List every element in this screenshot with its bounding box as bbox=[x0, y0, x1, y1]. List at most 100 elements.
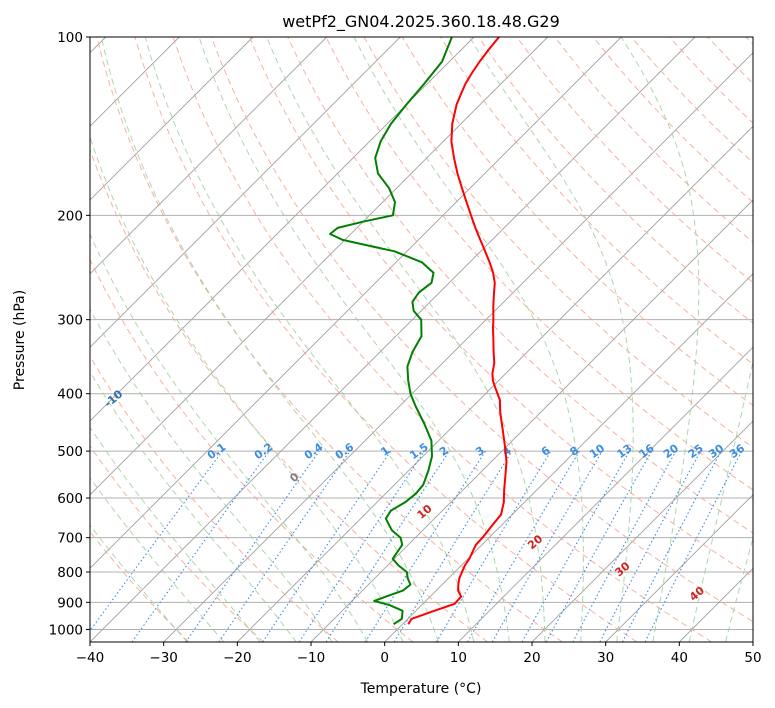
moist-adiabat-line bbox=[90, 426, 261, 642]
dry-adiabat-line bbox=[249, 37, 753, 578]
mixing-ratio-line bbox=[262, 450, 392, 642]
dry-adiabat-line bbox=[439, 37, 753, 365]
dry-adiabat-line bbox=[90, 355, 339, 642]
y-axis-ticks: 100 200 300 400 500 600 700 800 900 1000 bbox=[49, 30, 90, 638]
moist-adiabat-line bbox=[90, 370, 297, 642]
dewpoint-profile-line bbox=[329, 37, 453, 626]
mixing-ratio-line bbox=[325, 450, 450, 642]
isotherm-gridlines bbox=[90, 37, 753, 642]
mixing-ratio-label: 1.5 bbox=[407, 440, 430, 462]
dry-adiabats bbox=[90, 37, 753, 642]
isotherm-line bbox=[90, 37, 254, 201]
mixing-ratio-line bbox=[131, 450, 270, 642]
dry-adiabat-line bbox=[669, 37, 753, 124]
x-axis-label: Temperature (°C) bbox=[360, 681, 482, 697]
mixing-ratio-line bbox=[393, 450, 513, 642]
y-tick-label: 600 bbox=[57, 491, 83, 507]
x-tick-label: 10 bbox=[450, 650, 467, 666]
moist-adiabat-line bbox=[90, 232, 369, 642]
moist-adiabat-line bbox=[90, 524, 188, 642]
moist-adiabat-label: 30 bbox=[612, 559, 632, 579]
isotherm-line bbox=[310, 199, 753, 642]
isotherm-line bbox=[531, 420, 753, 642]
moist-adiabat-line bbox=[725, 536, 753, 642]
sounding-profiles bbox=[329, 37, 508, 626]
moist-adiabats bbox=[90, 37, 753, 642]
dry-adiabat-line bbox=[172, 37, 712, 642]
y-axis-label: Pressure (hPa) bbox=[12, 290, 28, 390]
isotherm-line bbox=[90, 37, 401, 348]
plot-frame bbox=[89, 36, 754, 643]
mixing-ratio-label: 0.6 bbox=[333, 440, 357, 462]
x-tick-label: −30 bbox=[149, 650, 178, 666]
x-tick-label: 20 bbox=[523, 650, 540, 666]
dry-adiabat-line bbox=[90, 445, 264, 642]
dry-adiabat-line bbox=[745, 37, 753, 45]
x-tick-label: −20 bbox=[223, 650, 252, 666]
dry-adiabat-line bbox=[90, 258, 414, 642]
moist-adiabat-label: 20 bbox=[525, 532, 545, 552]
y-tick-label: 700 bbox=[57, 531, 83, 547]
mixing-ratio-label: 0.4 bbox=[302, 440, 326, 462]
moist-adiabat-label: 40 bbox=[687, 584, 707, 604]
x-tick-label: −40 bbox=[76, 650, 105, 666]
mixing-ratio-label: 25 bbox=[686, 442, 706, 461]
isotherm-line bbox=[384, 273, 753, 642]
dry-adiabat-line bbox=[90, 531, 190, 642]
mixing-ratio-line bbox=[218, 450, 351, 642]
moist-adiabat-line bbox=[90, 308, 333, 642]
isotherm-line bbox=[90, 37, 475, 422]
mixing-ratio-label: 30 bbox=[706, 441, 726, 461]
isotherm-line bbox=[163, 52, 753, 642]
mixing-ratio-line bbox=[644, 450, 743, 642]
y-tick-label: 100 bbox=[57, 30, 83, 46]
mixing-ratio-line bbox=[572, 450, 677, 642]
isotherm-line bbox=[605, 494, 753, 642]
x-tick-label: 0 bbox=[380, 650, 389, 666]
x-tick-label: 40 bbox=[671, 650, 688, 666]
moist-adiabat-line bbox=[620, 37, 700, 642]
dry-adiabat-line bbox=[516, 37, 753, 284]
x-tick-label: 30 bbox=[597, 650, 614, 666]
dry-adiabat-line bbox=[325, 37, 753, 491]
mixing-ratio-line bbox=[599, 450, 701, 642]
y-tick-label: 800 bbox=[57, 565, 83, 581]
moist-adiabat-line bbox=[353, 37, 584, 642]
plot-area: 0.10.20.40.611.52346810131620253036-100-… bbox=[32, 37, 753, 642]
mixing-ratio-line bbox=[298, 450, 425, 642]
dry-adiabat-line bbox=[134, 37, 638, 642]
moist-adiabat-label: 10 bbox=[415, 502, 435, 522]
isotherm-line bbox=[90, 37, 696, 642]
moist-adiabat-line bbox=[198, 37, 510, 642]
moist-adiabat-line bbox=[100, 37, 439, 642]
y-tick-label: 900 bbox=[57, 595, 83, 611]
y-tick-label: 1000 bbox=[49, 622, 83, 638]
x-tick-label: −10 bbox=[297, 650, 326, 666]
dry-adiabat-line bbox=[96, 37, 563, 642]
isotherm-line bbox=[457, 346, 753, 642]
isotherm-line bbox=[90, 37, 549, 496]
moist-adiabat-line bbox=[90, 135, 404, 642]
dry-adiabat-line bbox=[287, 37, 753, 534]
dry-adiabat-line bbox=[592, 37, 753, 203]
y-tick-label: 400 bbox=[57, 387, 83, 403]
dry-adiabat-line bbox=[90, 148, 488, 642]
dry-adiabat-line bbox=[554, 37, 753, 243]
mixing-ratio-line bbox=[185, 450, 320, 642]
mixing-ratio-line bbox=[90, 450, 223, 632]
isotherm-line bbox=[90, 37, 328, 275]
mixing-ratio-label: 13 bbox=[615, 442, 635, 461]
chart-title: wetPf2_GN04.2025.360.18.48.G29 bbox=[282, 12, 560, 32]
isotherm-line bbox=[752, 641, 753, 642]
mixing-ratio-label: 10 bbox=[587, 441, 607, 461]
dry-adiabat-line bbox=[210, 37, 753, 623]
x-tick-label: 50 bbox=[744, 650, 761, 666]
mixing-ratio-label: 16 bbox=[637, 441, 657, 461]
moist-adiabat-line bbox=[90, 476, 225, 642]
y-tick-label: 300 bbox=[57, 313, 83, 329]
moist-adiabat-line bbox=[144, 37, 475, 642]
isotherm-line bbox=[90, 37, 622, 569]
moist-adiabat-line bbox=[688, 358, 753, 642]
dry-adiabat-label: -20 bbox=[32, 365, 56, 388]
